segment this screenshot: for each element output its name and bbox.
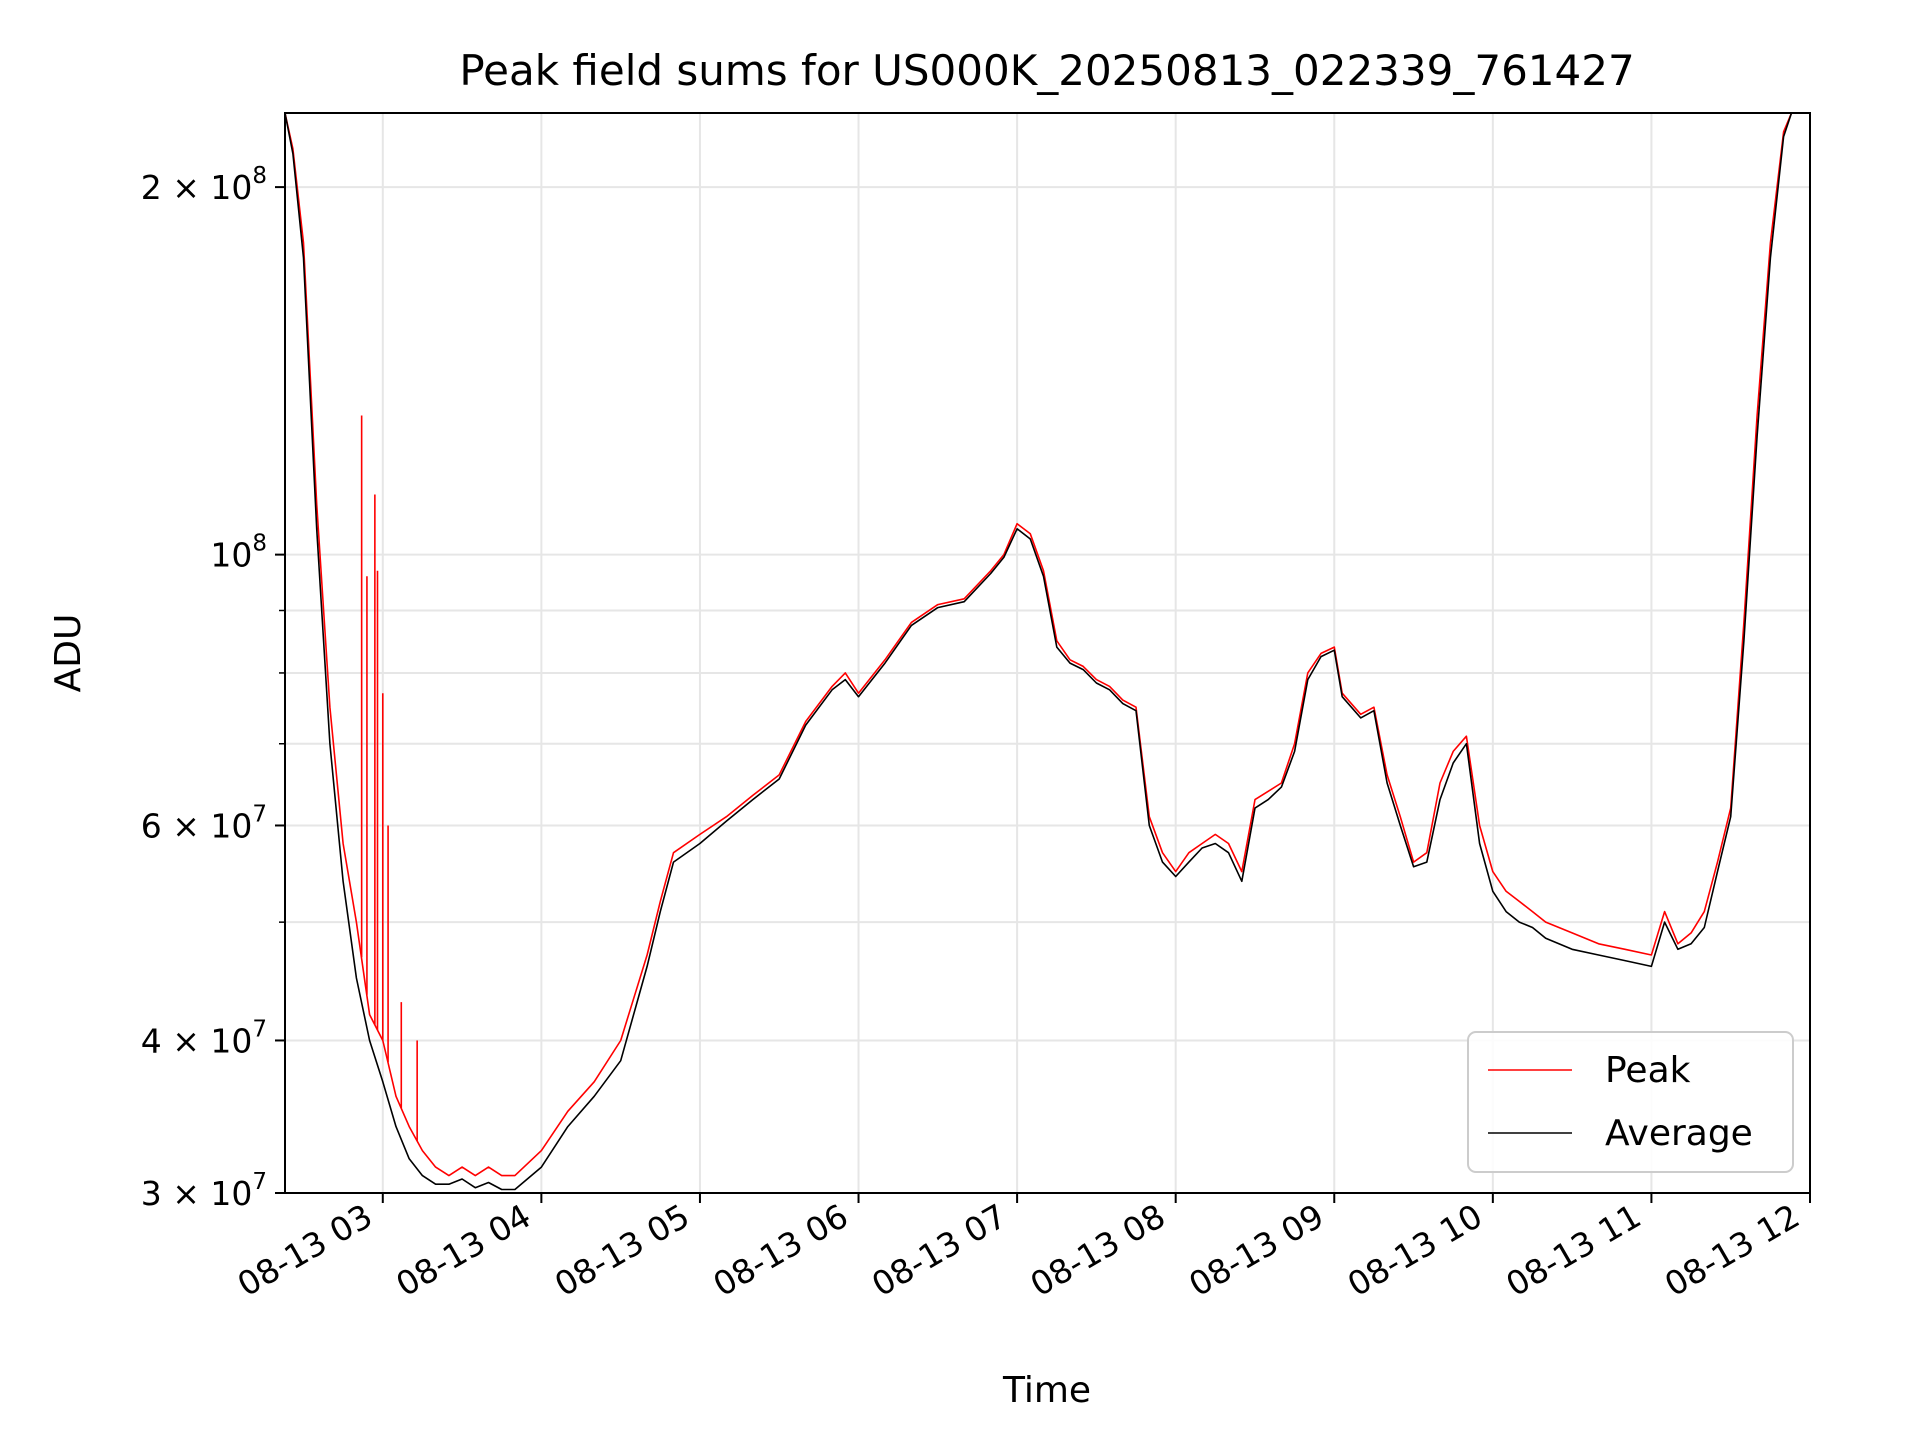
- plot-frame: [284, 112, 1811, 1194]
- y-tick-mantissa: 6 × 10: [141, 806, 253, 845]
- y-tick-mantissa: 3 × 10: [141, 1174, 253, 1213]
- x-tick-label: 08-13 06: [707, 1196, 855, 1304]
- legend-label-peak: Peak: [1605, 1050, 1691, 1091]
- x-axis: 08-13 03 08-13 04 08-13 05 08-13 06 08-13 07…: [231, 1193, 1811, 1304]
- x-tick-label: 08-13 04: [389, 1196, 537, 1304]
- y-tick-mantissa: 2 × 10: [141, 168, 253, 207]
- y-tick-exponent: 7: [252, 1169, 267, 1195]
- x-tick-label: 08-13 10: [1341, 1196, 1489, 1304]
- x-axis-label: Time: [1002, 1370, 1091, 1411]
- y-tick-label: 108: [210, 531, 267, 575]
- y-tick-exponent: 8: [252, 531, 267, 557]
- y-tick-exponent: 8: [252, 163, 267, 189]
- legend-label-average: Average: [1605, 1113, 1753, 1154]
- y-tick-label: 6 × 107: [141, 801, 267, 845]
- series-peak: [285, 113, 1793, 1177]
- y-tick-exponent: 7: [252, 1016, 267, 1042]
- x-tick-label: 08-13 09: [1182, 1196, 1330, 1304]
- y-tick-label: 2 × 108: [141, 163, 267, 207]
- legend-box: [1467, 1031, 1794, 1173]
- series-line-peak: [285, 113, 1793, 1177]
- x-tick-label: 08-13 08: [1024, 1196, 1172, 1304]
- y-tick-exponent: 7: [252, 801, 267, 827]
- grid: [285, 113, 1811, 1193]
- legend: Peak Average: [1467, 1031, 1794, 1173]
- series-layer: [285, 113, 1793, 1191]
- chart-title: Peak field sums for US000K_20250813_0223…: [459, 46, 1634, 95]
- y-tick-label: 3 × 107: [141, 1169, 267, 1213]
- x-tick-label: 08-13 11: [1499, 1196, 1647, 1304]
- y-tick-label: 4 × 107: [141, 1016, 267, 1060]
- y-tick-base: 10: [210, 536, 252, 575]
- x-tick-label: 08-13 03: [231, 1196, 379, 1304]
- x-tick-label: 08-13 12: [1658, 1196, 1806, 1304]
- y-tick-mantissa: 4 × 10: [141, 1021, 253, 1060]
- x-tick-label: 08-13 05: [548, 1196, 696, 1304]
- x-tick-label: 08-13 07: [865, 1196, 1013, 1304]
- y-axis-label: ADU: [48, 614, 89, 693]
- series-line-average: [285, 113, 1793, 1191]
- series-average: [285, 113, 1793, 1191]
